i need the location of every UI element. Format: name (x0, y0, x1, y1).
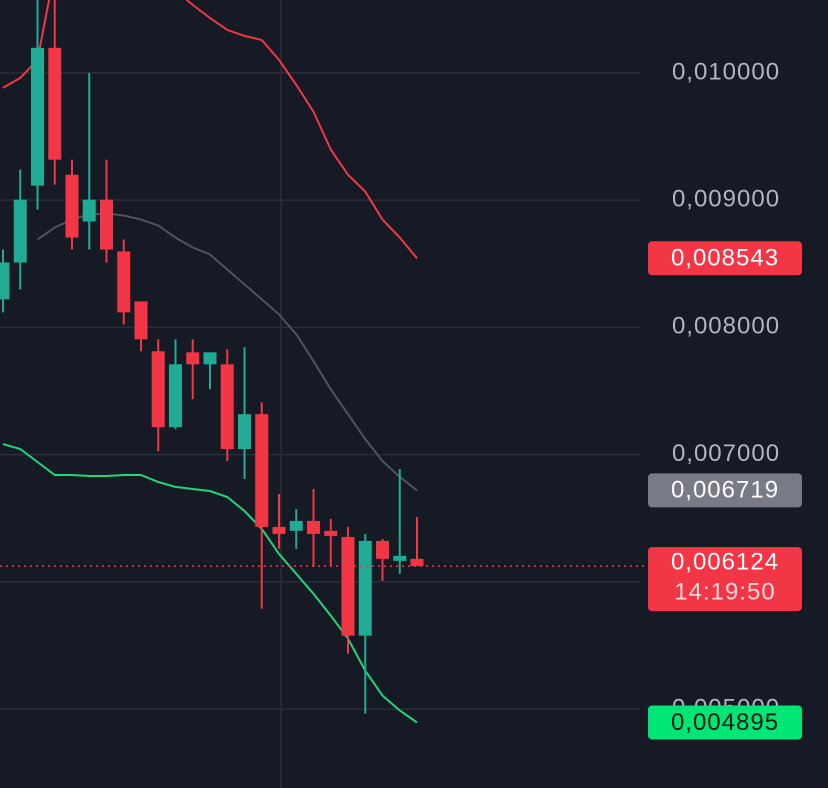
candle-body (117, 251, 131, 313)
candle-body (341, 536, 355, 636)
countdown-label: 14:19:50 (674, 578, 775, 605)
last-price-box (648, 547, 802, 612)
candle-body (238, 414, 251, 450)
candle-body (289, 520, 303, 531)
candle-body (376, 540, 389, 559)
candle-body (48, 47, 62, 160)
candle-body (186, 352, 200, 365)
price-label: 0,008543 (671, 245, 779, 272)
candle-body (65, 174, 79, 238)
candle-body (151, 351, 165, 428)
candle-body (134, 301, 148, 340)
candle-body (82, 199, 96, 222)
last-price-label: 0,006124 (671, 548, 779, 575)
price-label: 0,006719 (671, 477, 779, 504)
candle-body (307, 520, 320, 534)
candle-body (169, 364, 182, 428)
price-label-box (648, 705, 802, 740)
candle-body (272, 526, 286, 534)
y-tick-label: 0,009000 (672, 185, 780, 212)
y-tick-label: 0,010000 (672, 58, 780, 85)
candle-body (393, 555, 407, 561)
price-label: 0,004895 (671, 709, 779, 736)
candle-body (0, 262, 10, 300)
candle-body (410, 558, 424, 567)
candle-body (255, 414, 269, 527)
candle-body (220, 364, 234, 450)
candle-body (203, 352, 217, 365)
candle-body (324, 530, 338, 536)
candle-body (358, 540, 372, 636)
candle-body (100, 199, 113, 250)
candle-body (31, 47, 44, 186)
price-label-box (648, 241, 802, 276)
band-line (2, 0, 418, 259)
candle-body (13, 199, 27, 263)
y-tick-label: 0,008000 (672, 313, 780, 340)
price-label-box (648, 473, 802, 508)
y-tick-label: 0,007000 (672, 440, 780, 467)
